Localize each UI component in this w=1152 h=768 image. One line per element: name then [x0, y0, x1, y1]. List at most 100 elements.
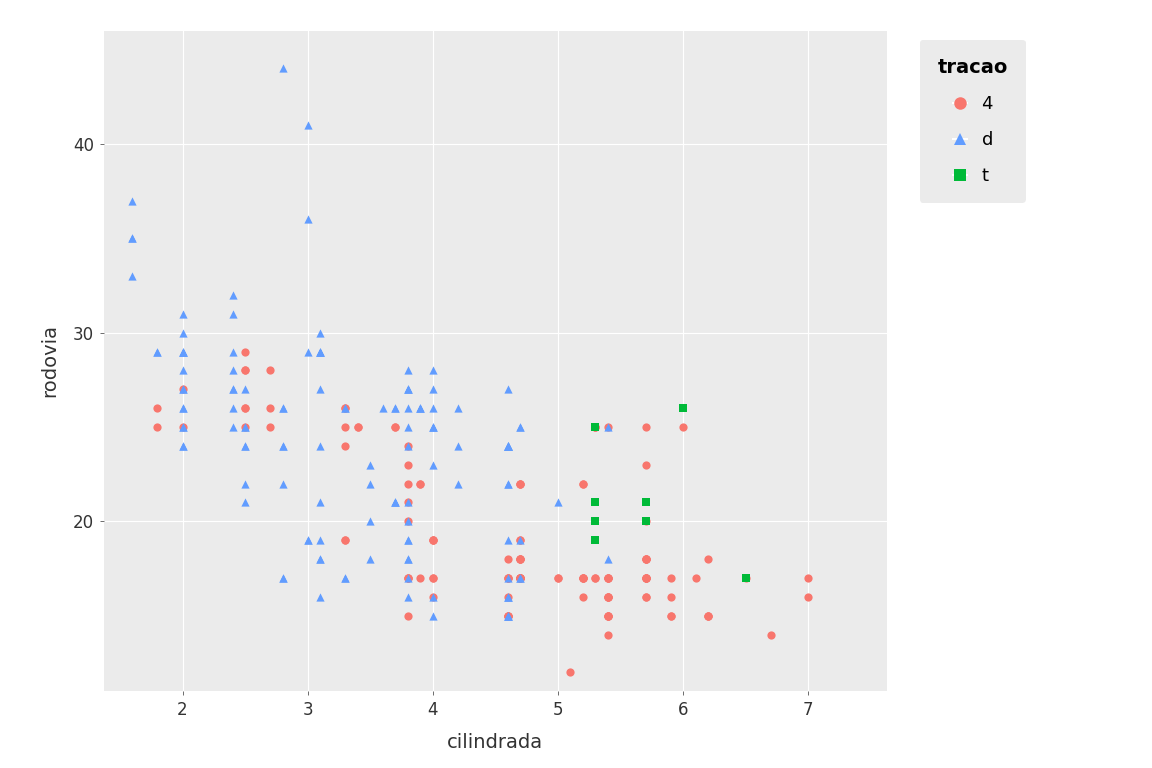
4 — [499, 553, 517, 565]
4 — [799, 572, 818, 584]
d — [173, 421, 191, 433]
4 — [674, 421, 692, 433]
d — [399, 383, 417, 396]
4 — [599, 572, 617, 584]
4 — [574, 478, 592, 490]
4 — [236, 421, 255, 433]
d — [448, 440, 467, 452]
d — [173, 402, 191, 414]
4 — [799, 591, 818, 603]
d — [223, 289, 242, 301]
4 — [411, 478, 430, 490]
4 — [636, 553, 654, 565]
t — [674, 402, 692, 414]
d — [499, 610, 517, 622]
d — [399, 553, 417, 565]
d — [448, 402, 467, 414]
d — [311, 440, 329, 452]
d — [361, 515, 379, 528]
4 — [399, 572, 417, 584]
d — [298, 214, 317, 226]
d — [424, 364, 442, 376]
4 — [636, 572, 654, 584]
d — [399, 572, 417, 584]
d — [273, 62, 291, 74]
d — [511, 534, 530, 546]
d — [499, 591, 517, 603]
4 — [511, 572, 530, 584]
4 — [511, 534, 530, 546]
d — [223, 346, 242, 358]
d — [173, 326, 191, 339]
4 — [661, 591, 680, 603]
4 — [511, 478, 530, 490]
d — [399, 496, 417, 508]
4 — [586, 421, 605, 433]
d — [223, 364, 242, 376]
4 — [499, 572, 517, 584]
d — [386, 496, 404, 508]
4 — [499, 610, 517, 622]
d — [311, 534, 329, 546]
t — [586, 515, 605, 528]
4 — [574, 591, 592, 603]
d — [399, 591, 417, 603]
d — [499, 478, 517, 490]
d — [173, 346, 191, 358]
d — [511, 572, 530, 584]
Y-axis label: rodovia: rodovia — [40, 324, 59, 398]
d — [399, 534, 417, 546]
d — [311, 553, 329, 565]
d — [149, 346, 167, 358]
4 — [399, 515, 417, 528]
d — [411, 402, 430, 414]
4 — [636, 458, 654, 471]
d — [123, 232, 142, 244]
d — [173, 383, 191, 396]
d — [223, 421, 242, 433]
d — [399, 421, 417, 433]
4 — [173, 383, 191, 396]
d — [399, 553, 417, 565]
4 — [561, 666, 579, 678]
4 — [599, 610, 617, 622]
4 — [636, 553, 654, 565]
4 — [636, 572, 654, 584]
d — [236, 440, 255, 452]
4 — [149, 421, 167, 433]
4 — [511, 478, 530, 490]
d — [499, 610, 517, 622]
d — [173, 440, 191, 452]
d — [499, 610, 517, 622]
d — [499, 591, 517, 603]
d — [311, 346, 329, 358]
4 — [399, 496, 417, 508]
4 — [586, 421, 605, 433]
4 — [411, 478, 430, 490]
d — [499, 478, 517, 490]
d — [511, 421, 530, 433]
4 — [511, 572, 530, 584]
d — [424, 421, 442, 433]
d — [499, 610, 517, 622]
d — [448, 478, 467, 490]
d — [499, 440, 517, 452]
4 — [424, 534, 442, 546]
d — [173, 346, 191, 358]
d — [123, 194, 142, 207]
d — [173, 383, 191, 396]
4 — [599, 610, 617, 622]
d — [399, 534, 417, 546]
d — [336, 572, 355, 584]
d — [499, 440, 517, 452]
4 — [511, 553, 530, 565]
4 — [499, 610, 517, 622]
t — [636, 496, 654, 508]
d — [311, 346, 329, 358]
d — [386, 496, 404, 508]
4 — [336, 421, 355, 433]
4 — [636, 591, 654, 603]
d — [499, 440, 517, 452]
4 — [599, 591, 617, 603]
d — [499, 440, 517, 452]
